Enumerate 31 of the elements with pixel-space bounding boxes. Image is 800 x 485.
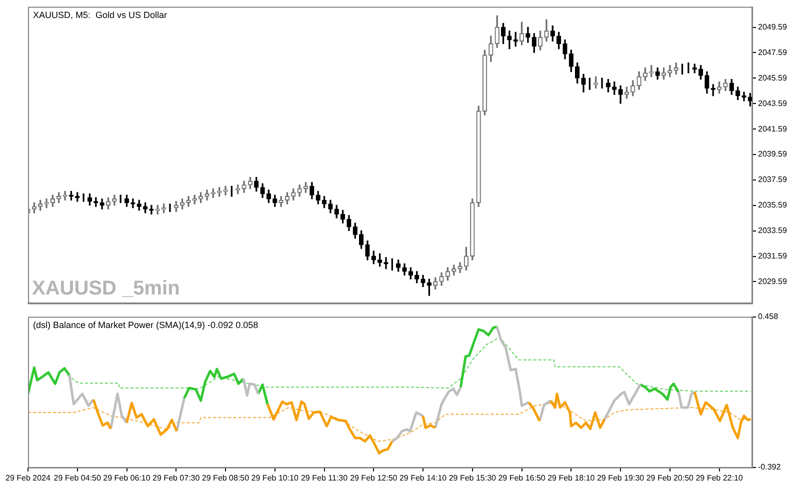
x-tick-label: 29 Feb 16:50	[498, 473, 546, 482]
y-tick-label: 2031.59	[758, 251, 788, 260]
y-tick-label: 2049.59	[758, 22, 788, 32]
chart-title: (dsl) Balance of Market Power (SMA)(14,9) -0.092 0.058	[33, 320, 258, 330]
y-tick-label: 2035.59	[758, 200, 788, 210]
x-tick-label: 29 Feb 11:30	[300, 473, 348, 482]
x-tick-label: 29 Feb 06:10	[103, 473, 151, 482]
y-tick-label: 2029.59	[758, 276, 788, 286]
y-tick-label: 2033.59	[758, 226, 788, 236]
y-tick-label: 2039.59	[758, 150, 788, 159]
annotation: XAUUSD _5min	[32, 278, 180, 300]
x-tick-label: 29 Feb 18:10	[548, 473, 596, 482]
x-tick-label: 29 Feb 07:30	[152, 473, 200, 482]
x-tick-label: 29 Feb 14:10	[399, 473, 448, 482]
y-tick-label: -0.392	[758, 462, 782, 472]
x-tick-label: 29 Feb 15:30	[448, 473, 497, 482]
x-tick-label: 29 Feb 19:30	[596, 473, 645, 482]
x-tick-label: 29 Feb 08:50	[202, 473, 250, 482]
x-tick-label: 29 Feb 12:50	[350, 473, 398, 482]
y-tick-label: 2037.59	[758, 175, 788, 184]
x-tick-label: 29 Feb 2024	[6, 473, 52, 482]
x-tick-label: 29 Feb 10:10	[251, 473, 300, 482]
y-tick-label: 0.458	[758, 312, 779, 322]
x-tick-label: 29 Feb 22:10	[696, 473, 744, 482]
x-tick-label: 29 Feb 20:50	[646, 473, 694, 482]
y-tick-label: 2045.59	[758, 73, 788, 82]
y-tick-label: 2047.59	[758, 48, 788, 57]
chart-title: XAUUSD, M5: Gold vs US Dollar	[33, 10, 168, 20]
x-tick-label: 29 Feb 04:50	[54, 473, 102, 482]
y-tick-label: 2041.59	[758, 124, 788, 134]
y-tick-label: 2043.59	[758, 98, 788, 108]
